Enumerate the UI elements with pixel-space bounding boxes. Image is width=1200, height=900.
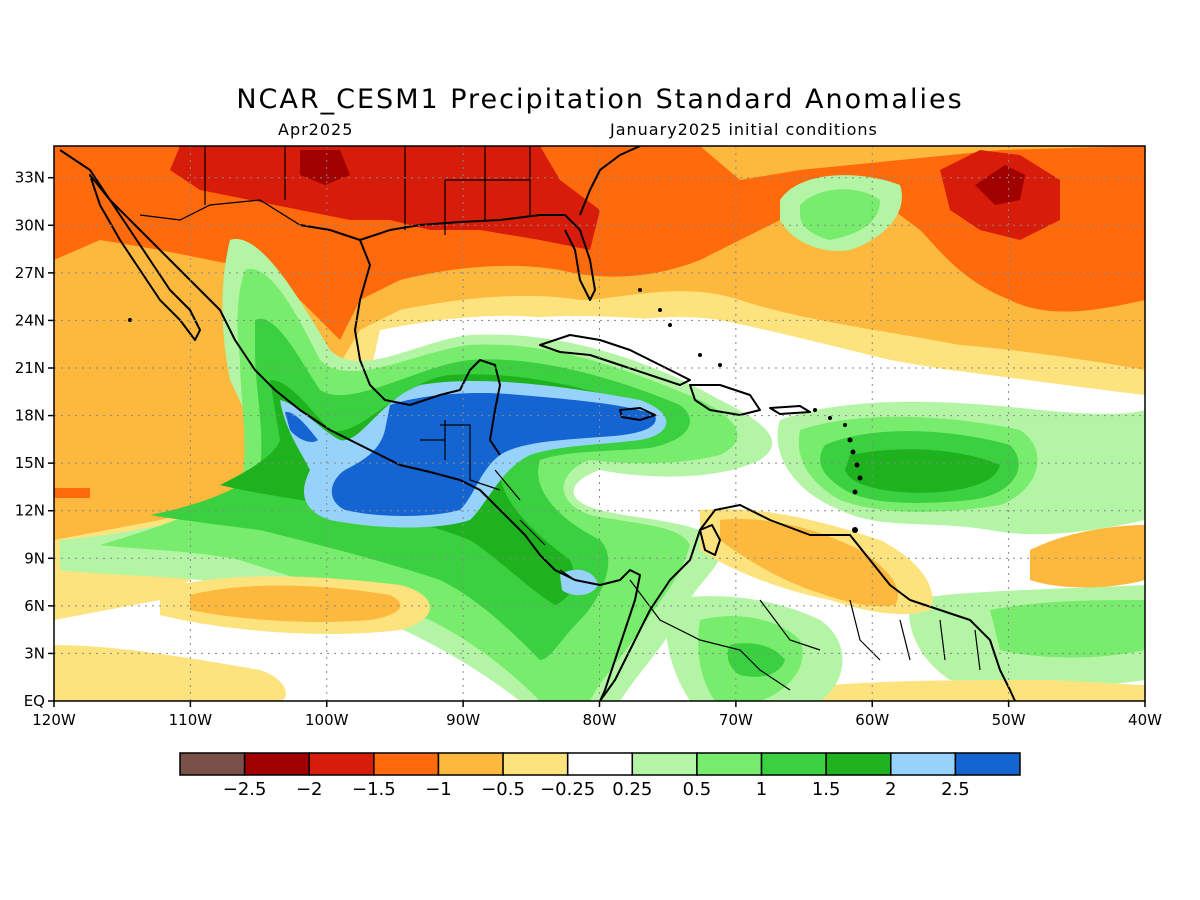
colorbar-swatch [243, 752, 310, 776]
y-tick-label: 3N [24, 644, 45, 662]
x-tick-label: 90W [446, 711, 480, 729]
coast-cuba [539, 334, 691, 386]
y-tick-label: 15N [15, 454, 45, 472]
colorbar-swatch [179, 752, 246, 776]
dry-mod-atl-east [1030, 525, 1145, 588]
dry-mod-pacific-s [190, 585, 401, 622]
coast-puerto-rico [769, 405, 811, 415]
x-tick-label: 110W [169, 711, 213, 729]
colorbar-label: −0.5 [481, 779, 525, 800]
colorbar-label: −1.5 [352, 779, 396, 800]
dry-mod-venez [720, 519, 899, 607]
x-tick-label: 40W [1128, 711, 1162, 729]
x-tick-label: 100W [305, 711, 349, 729]
dry-weak-pacific-sw [54, 645, 286, 701]
colorbar-label: 2.5 [941, 779, 970, 800]
border-central-am [469, 469, 576, 581]
colorbar-label: 0.5 [683, 779, 712, 800]
colorbar-label: −2 [296, 779, 323, 800]
y-tick-label: 18N [15, 407, 45, 425]
coast-hispaniola [689, 384, 761, 416]
wet-ext-west [285, 411, 318, 442]
x-tick-label: 120W [32, 711, 76, 729]
dry-mod-pacific-w [54, 488, 90, 498]
colorbar-label: 2 [885, 779, 896, 800]
colorbar-swatch [308, 752, 375, 776]
y-tick-label: 24N [15, 311, 45, 329]
coast-mexico-pacific [59, 149, 641, 701]
y-tick-label: 30N [15, 216, 45, 234]
dry-dark-atlantic [975, 165, 1025, 205]
colorbar-label: −0.25 [540, 779, 595, 800]
colorbar-swatch [373, 752, 440, 776]
colorbar-label: −1 [425, 779, 452, 800]
coastlines [59, 146, 1016, 701]
colorbar-label: 0.25 [612, 779, 652, 800]
y-tick-label: 33N [15, 169, 45, 187]
latitude-axis: EQ 3N 6N 9N 12N 15N 18N 21N 24N 27N 30N 33N [15, 169, 54, 710]
y-tick-label: 27N [15, 264, 45, 282]
gridlines [54, 146, 1145, 701]
colorbar-swatch [890, 752, 957, 776]
borders [139, 146, 981, 691]
anomaly-field [54, 146, 1145, 701]
colorbar: −2.5 −2 −1.5 −1 −0.5 −0.25 0.25 0.5 1 1.5 2 2.5 [179, 752, 1021, 800]
coast-maracaibo [699, 524, 721, 556]
colorbar-swatch [954, 752, 1021, 776]
y-tick-label: 9N [24, 549, 45, 567]
dry-red-north [170, 146, 600, 250]
coast-baja [89, 174, 201, 341]
colorbar-label: 1.5 [812, 779, 841, 800]
x-tick-label: 50W [992, 711, 1026, 729]
y-tick-label: 12N [15, 502, 45, 520]
longitude-axis: 120W 110W 100W 90W 80W 70W 60W 50W 40W [32, 701, 1162, 729]
wet-atlantic-n [800, 189, 880, 240]
coast-us-gulf [359, 214, 596, 301]
colorbar-label: −2.5 [223, 779, 267, 800]
x-tick-label: 80W [583, 711, 617, 729]
wet-ext-core [331, 393, 656, 516]
dry-dark-texas [300, 150, 350, 185]
colorbar-swatch [437, 752, 504, 776]
colorbar-swatch [631, 752, 698, 776]
forecast-month: Apr2025 [278, 120, 354, 139]
colorbar-swatch [825, 752, 892, 776]
wet-south-atl [990, 600, 1145, 658]
y-tick-label: 21N [15, 359, 45, 377]
coast-us-east [579, 146, 641, 216]
border-us-mexico [139, 199, 331, 231]
colorbar-label: 1 [756, 779, 767, 800]
border-guatemala [420, 420, 471, 480]
border-sa [629, 579, 981, 691]
dry-weak-south [790, 680, 1145, 701]
coast-south-america [599, 504, 1016, 701]
y-tick-label: 6N [24, 597, 45, 615]
wet-strong-east [845, 449, 1000, 493]
lesser-antilles [128, 288, 863, 533]
border-us-states [204, 146, 531, 235]
colorbar-swatch [696, 752, 763, 776]
colorbar-swatch [566, 752, 634, 776]
initial-conditions: January2025 initial conditions [610, 120, 878, 139]
x-tick-label: 70W [719, 711, 753, 729]
colorbar-swatch [502, 752, 569, 776]
x-tick-label: 60W [855, 711, 889, 729]
y-tick-label: EQ [24, 692, 45, 710]
colorbar-swatch [760, 752, 827, 776]
coast-gulf [299, 224, 501, 456]
map-title: NCAR_CESM1 Precipitation Standard Anomal… [236, 84, 964, 115]
